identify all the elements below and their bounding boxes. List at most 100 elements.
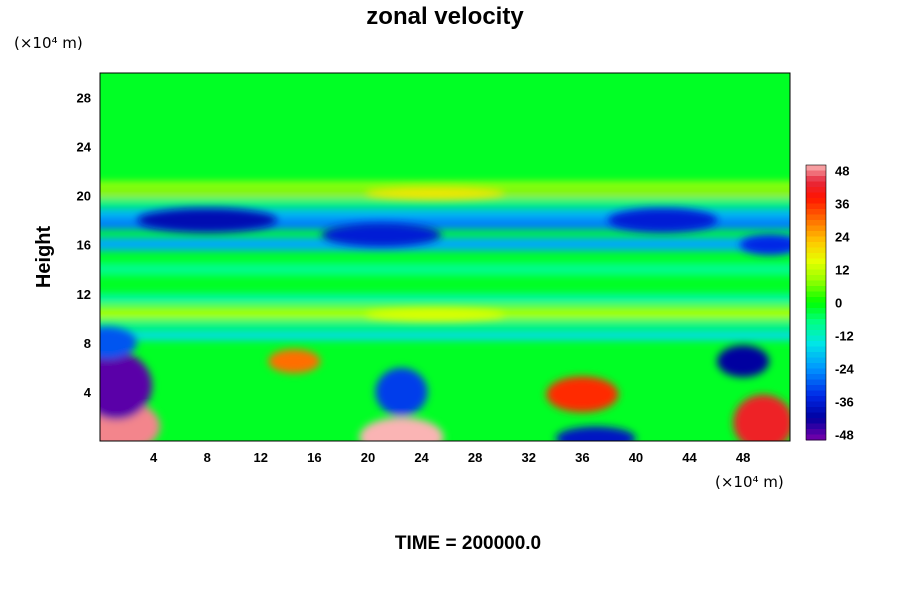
wind-band	[100, 207, 790, 218]
chart-title: zonal velocity	[366, 3, 524, 30]
wind-feature	[364, 308, 505, 321]
colorbar-segment	[806, 396, 826, 402]
colorbar-segment	[806, 258, 826, 265]
colorbar-segment	[806, 181, 826, 188]
wind-feature	[137, 208, 278, 233]
wind-features	[100, 187, 790, 441]
colorbar-segment	[806, 242, 826, 248]
x-tick-label: 36	[575, 450, 589, 465]
y-tick-label: 12	[77, 287, 91, 302]
colorbar-segment	[806, 319, 826, 325]
x-tick-label: 12	[254, 450, 268, 465]
y-tick-label: 4	[84, 385, 92, 400]
y-tick-label: 16	[77, 238, 91, 253]
x-tick-label: 16	[307, 450, 321, 465]
wind-feature	[100, 326, 137, 359]
colorbar-segment	[806, 253, 826, 259]
wind-band	[100, 200, 790, 205]
colorbar-segment	[806, 341, 826, 347]
colorbar-segment	[806, 247, 826, 254]
wind-band	[100, 237, 790, 251]
wind-feature	[739, 234, 790, 255]
colorbar-segment	[806, 374, 826, 380]
wind-band	[100, 322, 790, 327]
wind-band	[100, 293, 790, 304]
colorbar-segment	[806, 412, 826, 419]
colorbar-segment	[806, 335, 826, 342]
wind-feature	[546, 376, 619, 413]
y-axis-ticks: 4 8 12 16 20 24 28	[77, 91, 92, 400]
colorbar-segment	[806, 291, 826, 298]
y-axis-label: Height	[33, 226, 55, 289]
x-tick-label: 44	[682, 450, 697, 465]
x-tick-label: 48	[736, 450, 750, 465]
wind-feature	[555, 426, 636, 441]
wind-feature	[733, 394, 790, 441]
wind-feature	[100, 351, 153, 420]
colorbar-segment	[806, 401, 826, 408]
wind-feature	[359, 417, 444, 441]
wind-feature	[607, 208, 718, 233]
wind-feature	[717, 345, 770, 378]
x-tick-label: 4	[150, 450, 158, 465]
colorbar-segment	[806, 330, 826, 336]
colorbar-segment	[806, 368, 826, 375]
colorbar-tick-label: 48	[835, 164, 849, 179]
colorbar-segment	[806, 209, 826, 215]
colorbar-segment	[806, 357, 826, 364]
colorbar-segment	[806, 352, 826, 358]
colorbar-segment	[806, 214, 826, 221]
x-tick-label: 20	[361, 450, 375, 465]
colorbar-segment	[806, 313, 826, 320]
colorbar-segment	[806, 269, 826, 276]
wind-feature	[268, 349, 321, 374]
x-tick-label: 8	[204, 450, 211, 465]
colorbar-ticks: 48 36 24 12 0 -12 -24 -36 -48	[835, 164, 855, 443]
time-label: TIME = 200000.0	[395, 533, 541, 554]
x-tick-label: 32	[522, 450, 536, 465]
colorbar-segment	[806, 275, 826, 281]
wind-band	[100, 182, 790, 189]
plot-frame	[99, 72, 791, 442]
wind-feature	[364, 187, 505, 200]
colorbar-frame	[805, 164, 827, 441]
colorbar-tick-label: -48	[835, 428, 854, 443]
colorbar-segment	[806, 170, 826, 177]
y-tick-label: 24	[77, 140, 92, 155]
colorbar-segment	[806, 407, 826, 413]
wind-band	[100, 263, 790, 276]
colorbar-segment	[806, 423, 826, 430]
y-tick-label: 20	[77, 189, 91, 204]
x-tick-label: 24	[414, 450, 429, 465]
wind-band	[100, 306, 790, 311]
colorbar-segment	[806, 363, 826, 369]
x-axis-unit: (×10⁴ m)	[715, 473, 784, 491]
colorbar-tick-label: -36	[835, 395, 854, 410]
colorbar-tick-label: -24	[835, 362, 855, 377]
colorbar-segment	[806, 324, 826, 331]
colorbar	[805, 164, 827, 441]
colorbar-segment	[806, 385, 826, 391]
colorbar-segment	[806, 231, 826, 237]
colorbar-segment	[806, 165, 826, 171]
x-tick-label: 40	[629, 450, 643, 465]
colorbar-segment	[806, 225, 826, 232]
colorbar-segment	[806, 346, 826, 353]
colorbar-segment	[806, 390, 826, 397]
colorbar-segment	[806, 203, 826, 210]
colorbar-segment	[806, 286, 826, 292]
x-tick-label: 28	[468, 450, 482, 465]
colorbar-segment	[806, 434, 826, 441]
colorbar-segment	[806, 418, 826, 424]
plot-background	[100, 73, 790, 441]
colorbar-segment	[806, 429, 826, 435]
y-axis-unit: (×10⁴ m)	[14, 34, 83, 52]
colorbar-segment	[806, 236, 826, 243]
colorbar-segment	[806, 280, 826, 287]
colorbar-segment	[806, 379, 826, 386]
colorbar-tick-label: 0	[835, 296, 842, 311]
y-tick-label: 8	[84, 336, 91, 351]
y-tick-label: 28	[77, 91, 91, 106]
colorbar-segment	[806, 187, 826, 193]
